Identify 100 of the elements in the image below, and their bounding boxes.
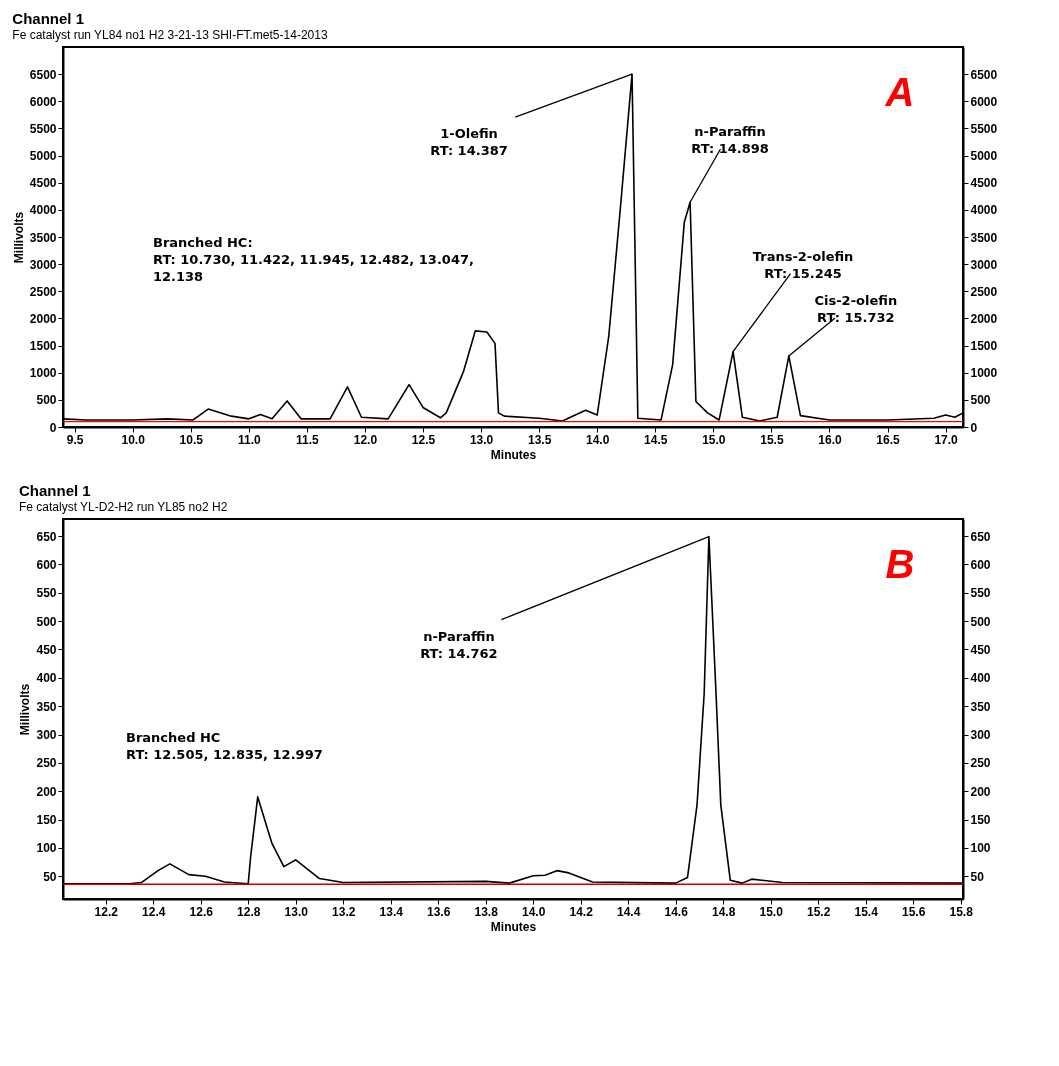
x-tick-label: 14.4 xyxy=(616,904,641,919)
y-tick-label: 3500 xyxy=(29,230,57,245)
y2-tick-label: 1000 xyxy=(970,366,998,381)
y2-tick-label: 350 xyxy=(970,699,991,714)
y2-tick-label: 1500 xyxy=(970,339,998,354)
y2-tick-label: 500 xyxy=(970,614,991,629)
y-tick-label: 3000 xyxy=(29,257,57,272)
x-tick-label: 12.4 xyxy=(142,904,166,919)
x-tick-label: 11.0 xyxy=(237,432,261,447)
y2-tick-label: 450 xyxy=(970,642,991,657)
y-tick-label: 500 xyxy=(36,614,57,629)
x-tick-label: 12.6 xyxy=(189,904,214,919)
y-tick-label: 550 xyxy=(36,586,57,601)
annotation: Trans-2-olefin RT: 15.245 xyxy=(752,248,854,281)
x-tick-label: 16.5 xyxy=(876,432,901,447)
y2-tick-label: 5500 xyxy=(970,121,998,136)
x-tick-label: 12.8 xyxy=(237,904,261,919)
x-tick-label: 16.0 xyxy=(818,432,842,447)
y-tick-label: 2500 xyxy=(29,284,57,299)
y-tick-label: 1500 xyxy=(29,339,57,354)
y2-tick-label: 400 xyxy=(970,671,991,686)
y-tick-label: 6000 xyxy=(29,94,57,109)
y-tick-label: 6500 xyxy=(29,67,57,82)
y-tick-label: 50 xyxy=(43,869,57,884)
x-tick-label: 13.2 xyxy=(332,904,356,919)
y-tick-label: 350 xyxy=(36,699,57,714)
x-tick-label: 15.4 xyxy=(854,904,879,919)
annotation: n-Paraffin RT: 14.898 xyxy=(691,124,769,157)
y2-tick-label: 100 xyxy=(970,841,991,856)
x-tick-label: 15.8 xyxy=(949,904,974,919)
x-tick-label: 11.5 xyxy=(296,432,320,447)
x-tick-label: 14.0 xyxy=(586,432,610,447)
x-tick-label: 14.8 xyxy=(711,904,736,919)
x-tick-label: 13.5 xyxy=(527,432,552,447)
x-tick-label: 10.0 xyxy=(121,432,146,447)
y2-tick-label: 4000 xyxy=(970,203,998,218)
x-tick-label: 15.0 xyxy=(759,904,784,919)
x-tick-label: 12.2 xyxy=(94,904,119,919)
annotation: B xyxy=(885,541,915,586)
y2-tick-label: 0 xyxy=(970,420,978,435)
annotation: 1-Olefin RT: 14.387 xyxy=(430,126,508,159)
annotation: Branched HC: RT: 10.730, 11.422, 11.945, 12.482, 13.047, 12.138 xyxy=(153,235,474,284)
y2-tick-label: 500 xyxy=(970,393,991,408)
y2-tick-label: 200 xyxy=(970,784,991,799)
x-axis-title: Minutes xyxy=(490,919,537,934)
y2-tick-label: 150 xyxy=(970,813,991,828)
x-tick-label: 13.0 xyxy=(284,904,309,919)
y-tick-label: 500 xyxy=(36,393,57,408)
x-tick-label: 14.5 xyxy=(644,432,668,447)
x-tick-label: 15.6 xyxy=(901,904,926,919)
annotation: Cis-2-olefin RT: 15.732 xyxy=(814,292,898,325)
y2-tick-label: 50 xyxy=(970,869,985,884)
x-tick-label: 14.0 xyxy=(522,904,546,919)
x-tick-label: 17.0 xyxy=(934,432,959,447)
x-tick-label: 9.5 xyxy=(66,432,84,447)
y2-tick-label: 3500 xyxy=(970,230,998,245)
y-tick-label: 1000 xyxy=(29,366,57,381)
x-tick-label: 12.0 xyxy=(353,432,378,447)
x-tick-label: 14.6 xyxy=(664,904,689,919)
y2-tick-label: 650 xyxy=(970,529,991,544)
y-tick-label: 0 xyxy=(49,420,57,435)
y-axis-title: Millivolts xyxy=(18,683,33,736)
y-tick-label: 5500 xyxy=(29,121,57,136)
x-tick-label: 10.5 xyxy=(179,432,204,447)
x-tick-label: 15.2 xyxy=(806,904,831,919)
y2-tick-label: 6500 xyxy=(970,67,998,82)
y-tick-label: 5000 xyxy=(29,149,57,164)
y2-tick-label: 2500 xyxy=(970,284,998,299)
x-tick-label: 15.0 xyxy=(702,432,726,447)
y-tick-label: 150 xyxy=(36,813,57,828)
annotation: n-Paraffin RT: 14.762 xyxy=(420,628,498,661)
y2-tick-label: 600 xyxy=(970,557,991,572)
y2-tick-label: 300 xyxy=(970,728,991,743)
y-tick-label: 4500 xyxy=(29,176,57,191)
x-axis-title: Minutes xyxy=(490,447,537,462)
y-tick-label: 300 xyxy=(36,728,57,743)
x-tick-label: 13.8 xyxy=(474,904,499,919)
chart-title: Channel 1 xyxy=(12,10,84,27)
y2-tick-label: 4500 xyxy=(970,176,998,191)
y-tick-label: 650 xyxy=(36,529,57,544)
y2-tick-label: 5000 xyxy=(970,149,998,164)
y-tick-label: 250 xyxy=(36,756,57,771)
y2-tick-label: 550 xyxy=(970,586,991,601)
chart-title: Channel 1 xyxy=(18,482,91,499)
x-tick-label: 12.5 xyxy=(411,432,436,447)
chart-subtitle: Fe catalyst YL-D2-H2 run YL85 no2 H2 xyxy=(18,500,228,514)
x-tick-label: 13.4 xyxy=(379,904,404,919)
y-tick-label: 2000 xyxy=(29,311,57,326)
y-tick-label: 200 xyxy=(36,784,57,799)
y2-tick-label: 6000 xyxy=(970,94,998,109)
y-tick-label: 450 xyxy=(36,642,57,657)
x-tick-label: 13.6 xyxy=(427,904,451,919)
annotation: A xyxy=(884,69,915,114)
chart-subtitle: Fe catalyst run YL84 no1 H2 3-21-13 SHI-FT.met5-14-2013 xyxy=(12,28,328,42)
y-tick-label: 100 xyxy=(36,841,57,856)
x-tick-label: 14.2 xyxy=(569,904,594,919)
annotation: Branched HC RT: 12.505, 12.835, 12.997 xyxy=(126,729,323,762)
y-tick-label: 600 xyxy=(36,557,57,572)
y-axis-title: Millivolts xyxy=(11,211,26,264)
y-tick-label: 400 xyxy=(36,671,57,686)
